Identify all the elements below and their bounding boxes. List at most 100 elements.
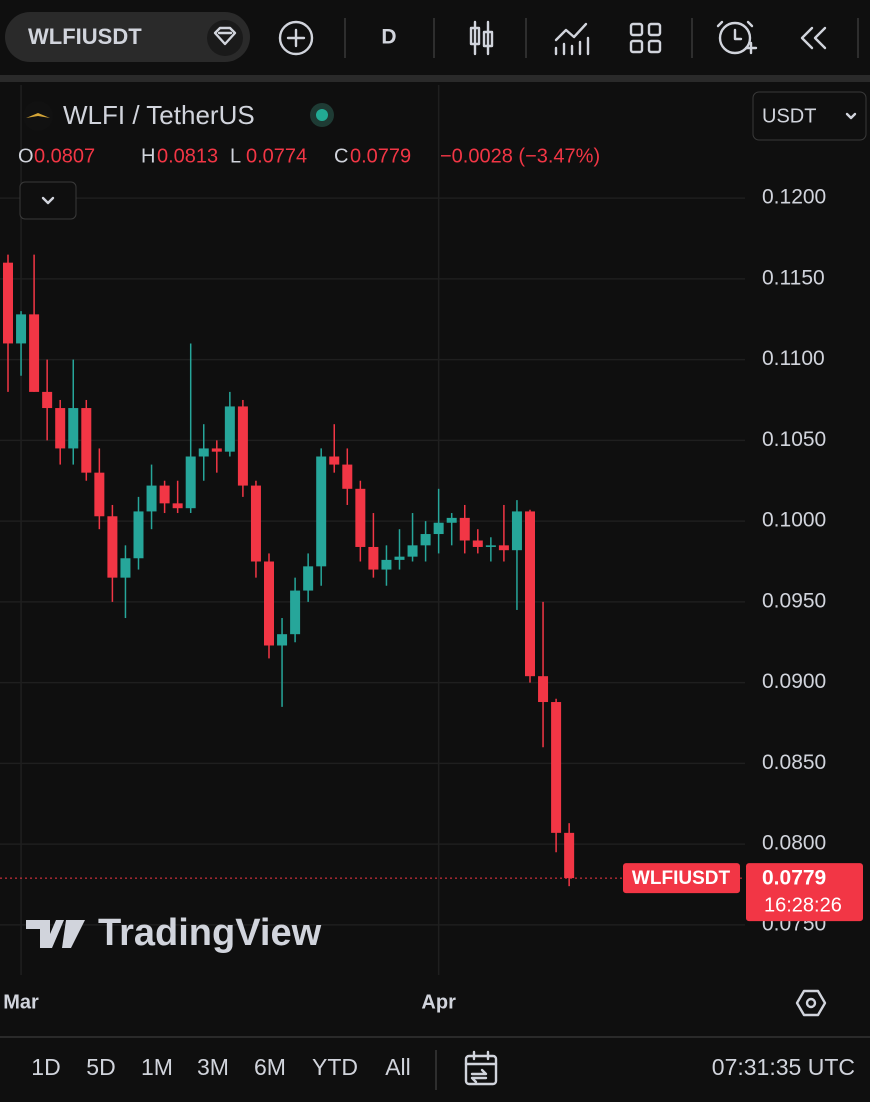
candle-body	[538, 676, 549, 703]
candle-body	[485, 545, 496, 547]
y-tick-label: 0.1050	[762, 428, 826, 451]
add-symbol-icon[interactable]	[278, 20, 314, 56]
candle-body	[564, 832, 575, 879]
y-tick-label: 0.0900	[762, 670, 826, 693]
range-button[interactable]: 3M	[197, 1054, 229, 1080]
candle-body	[446, 517, 457, 523]
coin-logo-mark	[26, 113, 50, 118]
candle-body	[381, 559, 392, 570]
price-tag	[746, 863, 863, 922]
y-tick-label: 0.1150	[762, 266, 825, 289]
watermark: TradingView	[26, 912, 322, 954]
candle-body	[159, 485, 170, 504]
candle-body	[29, 314, 40, 392]
date-range-icon[interactable]	[464, 1050, 498, 1086]
x-tick-label: Apr	[421, 991, 456, 1013]
symbol-search[interactable]	[5, 12, 250, 62]
y-tick-label: 0.1200	[762, 186, 826, 209]
candle-body	[172, 503, 183, 509]
symbol-tag-text: WLFIUSDT	[632, 868, 731, 889]
divider	[0, 75, 870, 82]
range-button[interactable]: 1D	[31, 1054, 60, 1080]
range-button[interactable]: YTD	[312, 1054, 358, 1080]
high-value: 0.0813	[157, 145, 218, 167]
collapse-button[interactable]	[19, 181, 77, 220]
range-button[interactable]: 5D	[86, 1054, 115, 1080]
candle-body	[303, 566, 314, 591]
open-value: 0.0807	[34, 145, 95, 167]
candle-body	[42, 391, 53, 409]
candle-body	[407, 545, 418, 557]
candle-body	[459, 517, 470, 541]
alert-icon[interactable]	[716, 20, 758, 55]
candle-body	[3, 262, 13, 344]
change: −0.0028 (−3.47%)	[440, 145, 600, 167]
candle-body	[120, 558, 131, 578]
diamond-icon[interactable]	[207, 20, 243, 56]
clock: 07:31:35 UTC	[712, 1054, 855, 1080]
candle-body	[81, 408, 92, 473]
price-tag-countdown: 16:28:26	[764, 894, 842, 916]
candle-body	[316, 456, 327, 567]
candle-body	[250, 485, 261, 562]
candle-body	[498, 545, 509, 551]
currency[interactable]: USDT	[762, 105, 816, 127]
interval[interactable]: D	[381, 26, 396, 49]
symbol-tag	[623, 863, 740, 894]
y-tick-label: 0.0950	[762, 589, 826, 612]
bottom-divider	[0, 1036, 870, 1038]
candle-body	[290, 590, 301, 635]
currency-select[interactable]	[752, 91, 867, 141]
dropdown-arrow	[845, 112, 857, 120]
close-label: C	[334, 145, 348, 167]
low-value: 0.0774	[246, 145, 307, 167]
replay-icon[interactable]	[800, 26, 827, 50]
top-toolbar: WLFIUSDT D	[5, 12, 859, 62]
range-button[interactable]: 6M	[254, 1054, 286, 1080]
chart-area: 0.07500.08000.08500.09000.09500.10000.10…	[0, 85, 863, 1013]
candle-body	[237, 406, 248, 486]
candle-body	[107, 516, 118, 578]
candle-body	[355, 488, 366, 547]
collapse-arrow	[41, 196, 55, 205]
candle-body	[342, 464, 353, 489]
symbol[interactable]: WLFIUSDT	[28, 24, 142, 49]
candle-body	[329, 456, 340, 465]
settings-icon[interactable]	[795, 989, 827, 1017]
range-button[interactable]: All	[385, 1054, 411, 1080]
candle-body	[433, 522, 444, 535]
candle-body	[472, 540, 483, 547]
candle-body	[94, 472, 105, 517]
y-tick-label: 0.1100	[762, 347, 825, 370]
candle-body	[264, 561, 274, 646]
price-tag-value: 0.0779	[762, 867, 826, 890]
watermark-logo	[26, 920, 85, 948]
candle-body	[394, 556, 405, 560]
indicators-icon[interactable]	[554, 22, 590, 56]
candle-body	[185, 456, 196, 509]
y-tick-label: 0.0800	[762, 832, 826, 855]
candle-body	[277, 634, 288, 646]
open-label: O	[18, 145, 34, 167]
candle-body	[525, 511, 535, 677]
candle-body	[511, 511, 522, 551]
market-status[interactable]	[316, 109, 328, 121]
y-tick-label: 0.1000	[762, 509, 826, 532]
candle-body	[146, 485, 157, 512]
chart-type-icon[interactable]	[469, 20, 494, 56]
candle-body	[198, 448, 209, 457]
layout-icon[interactable]	[629, 22, 662, 54]
y-tick-label: 0.0850	[762, 751, 826, 774]
close-value: 0.0779	[350, 145, 411, 167]
candle-body	[420, 534, 431, 546]
candle-body	[16, 314, 27, 344]
candle-body	[133, 511, 144, 559]
x-tick-label: Mar	[3, 991, 39, 1013]
candle-body	[368, 546, 379, 570]
chart-title: WLFI / TetherUS	[63, 100, 255, 130]
candle-body	[224, 406, 235, 452]
range-button[interactable]: 1M	[141, 1054, 173, 1080]
low-label: L	[230, 145, 241, 167]
